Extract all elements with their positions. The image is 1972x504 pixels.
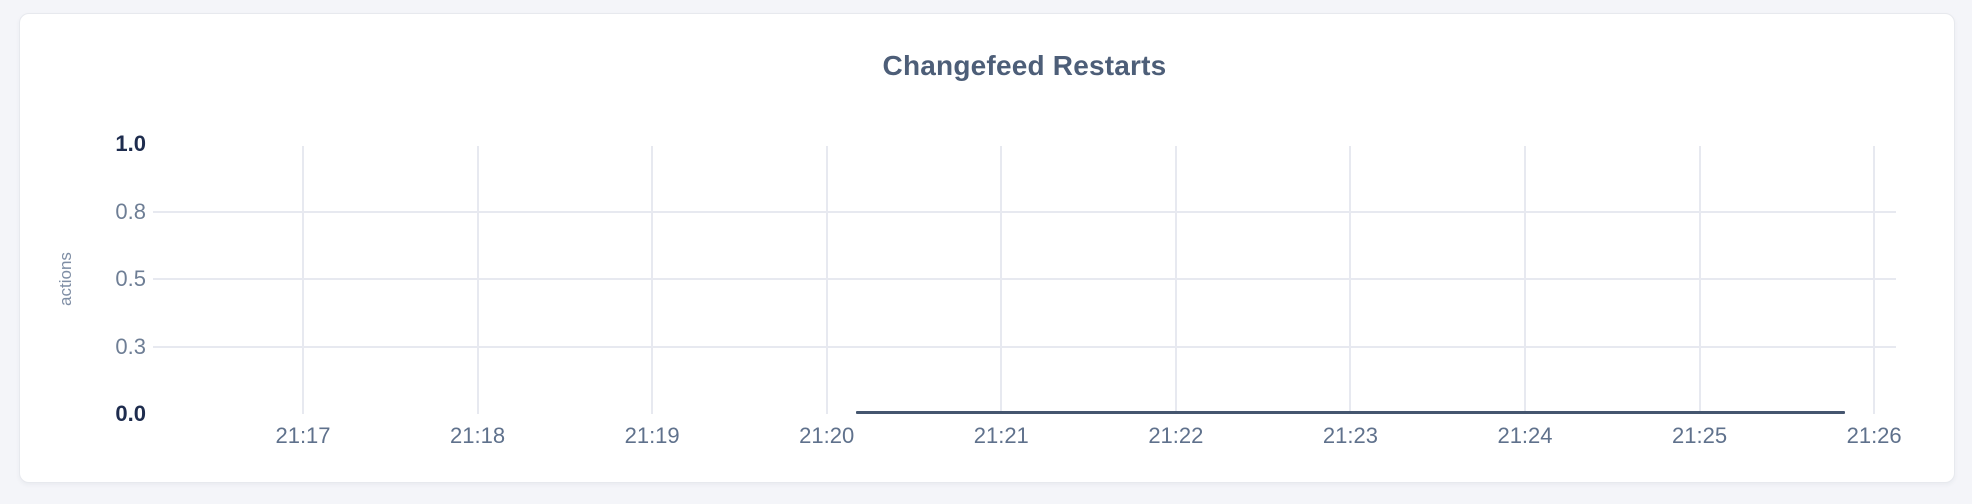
v-gridline (302, 146, 304, 414)
v-gridline (1523, 146, 1526, 414)
v-gridline (1873, 146, 1876, 414)
x-tick-label: 21:19 (624, 423, 680, 448)
y-tick-label: 0.5 (115, 266, 146, 291)
y-tick-label: 0.8 (115, 198, 146, 224)
v-gridline (1349, 146, 1352, 414)
series-line-changefeed-restarts (855, 411, 1846, 414)
x-tick-label: 21:18 (450, 423, 506, 448)
y-tick-label: 0.0 (115, 401, 146, 426)
x-tick-label: 21:26 (1846, 423, 1902, 448)
x-tick-label: 21:22 (1148, 423, 1204, 448)
chart-card: Changefeed Restarts actions 21:17 21:18 21… (19, 13, 1955, 483)
x-tick-label: 21:23 (1322, 423, 1378, 448)
x-tick-label: 21:21 (973, 423, 1029, 448)
x-tick-label: 21:17 (275, 423, 331, 448)
h-gridline (153, 345, 1896, 348)
chart-title: Changefeed Restarts (882, 50, 1167, 81)
x-tick-label: 21:20 (799, 423, 855, 448)
h-gridline (153, 210, 1896, 213)
x-tick-label: 21:24 (1497, 423, 1553, 448)
v-gridline (1698, 146, 1701, 414)
h-gridline (153, 278, 1896, 280)
v-gridline (1174, 146, 1177, 414)
x-tick-label: 21:25 (1672, 423, 1728, 448)
y-tick-label: 1.0 (115, 131, 146, 156)
v-gridline (825, 146, 828, 414)
v-gridline (476, 146, 479, 414)
v-gridline (1000, 146, 1003, 414)
v-gridline (651, 146, 654, 414)
y-tick-label: 0.3 (115, 333, 146, 359)
